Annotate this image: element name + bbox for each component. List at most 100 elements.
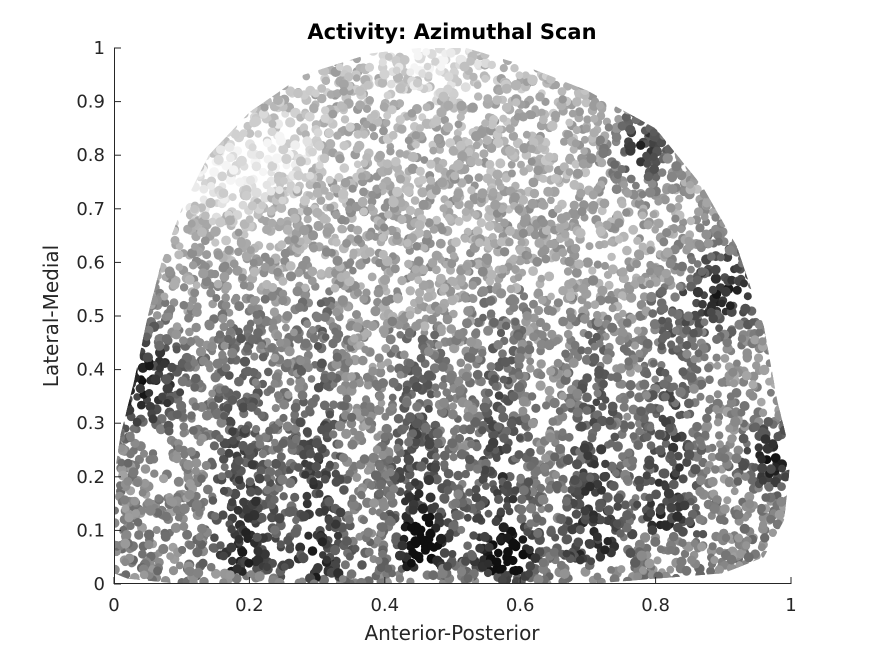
scatter-point (122, 150, 131, 159)
scatter-point (622, 576, 633, 584)
scatter-point (752, 558, 761, 567)
scatter-point (718, 186, 727, 195)
scatter-point (763, 563, 773, 573)
scatter-point (162, 116, 173, 127)
scatter-point (750, 48, 759, 56)
scatter-point (325, 139, 336, 149)
scatter-point (627, 421, 635, 430)
scatter-point (274, 513, 285, 524)
scatter-point (713, 129, 723, 139)
scatter-point (779, 237, 788, 247)
scatter-point (155, 122, 165, 132)
scatter-point (598, 402, 607, 411)
scatter-point (134, 160, 144, 170)
scatter-point (714, 122, 723, 131)
scatter-point (630, 69, 640, 78)
scatter-point (546, 366, 556, 376)
scatter-point (114, 419, 121, 430)
scatter-point (743, 566, 753, 576)
scatter-point (139, 289, 150, 300)
scatter-point (433, 390, 441, 398)
scatter-point (128, 185, 137, 194)
scatter-point (282, 323, 290, 332)
scatter-point (761, 565, 772, 576)
scatter-point (771, 142, 782, 152)
scatter-point (650, 79, 660, 90)
scatter-point (305, 52, 315, 63)
scatter-point (525, 545, 534, 555)
scatter-point (697, 138, 707, 147)
scatter-point (428, 570, 439, 581)
scatter-point (128, 59, 138, 70)
scatter-point (190, 116, 200, 127)
scatter-point (225, 59, 236, 70)
scatter-point (770, 155, 781, 165)
scatter-point (601, 49, 612, 61)
scatter-point (536, 59, 545, 69)
scatter-point (658, 93, 668, 104)
scatter-point (775, 232, 784, 241)
scatter-point (528, 266, 538, 276)
scatter-point (541, 54, 552, 65)
scatter-point (114, 139, 121, 148)
scatter-point (302, 427, 312, 437)
scatter-point (666, 171, 678, 183)
scatter-point (211, 238, 220, 247)
scatter-point (209, 117, 218, 126)
scatter-point (743, 563, 753, 573)
scatter-point (179, 183, 189, 193)
scatter-point (691, 80, 701, 90)
scatter-point (581, 135, 589, 144)
scatter-point (229, 94, 241, 105)
scatter-point (737, 259, 746, 268)
scatter-point (201, 410, 213, 421)
scatter-point (370, 306, 381, 317)
scatter-point (544, 385, 555, 396)
scatter-point (159, 195, 168, 204)
scatter-point (498, 349, 507, 359)
scatter-point (762, 312, 771, 322)
scatter-point (196, 107, 206, 117)
scatter-point (757, 60, 766, 69)
scatter-point (124, 577, 134, 584)
scatter-point (534, 305, 544, 316)
scatter-point (785, 299, 791, 308)
scatter-point (115, 376, 126, 387)
scatter-point (252, 53, 261, 61)
scatter-point (748, 159, 760, 171)
scatter-point (656, 79, 667, 90)
scatter-point (772, 297, 781, 306)
scatter-point (749, 161, 760, 171)
scatter-point (663, 64, 674, 75)
scatter-point (160, 106, 171, 117)
scatter-point (725, 56, 735, 66)
scatter-point (234, 70, 244, 80)
scatter-point (127, 186, 136, 195)
scatter-point (527, 418, 538, 429)
scatter-point (538, 330, 547, 340)
scatter-point (768, 329, 777, 338)
scatter-point (146, 93, 154, 101)
scatter-point (616, 59, 625, 69)
scatter-point (522, 311, 532, 321)
scatter-point (252, 72, 263, 84)
scatter-point (692, 61, 703, 72)
scatter-point (138, 194, 148, 204)
scatter-point (773, 238, 783, 248)
scatter-point (775, 377, 786, 388)
scatter-point (776, 217, 786, 227)
scatter-point (510, 63, 519, 73)
scatter-point (221, 363, 231, 373)
scatter-point (144, 62, 153, 70)
scatter-point (449, 427, 459, 436)
scatter-point (558, 316, 568, 327)
scatter-point (230, 88, 239, 98)
scatter-point (657, 168, 667, 177)
scatter-point (786, 49, 791, 58)
scatter-point (724, 159, 732, 168)
scatter-point (131, 242, 141, 252)
scatter-point (185, 327, 194, 337)
scatter-point (145, 95, 156, 105)
scatter-point (162, 201, 173, 211)
